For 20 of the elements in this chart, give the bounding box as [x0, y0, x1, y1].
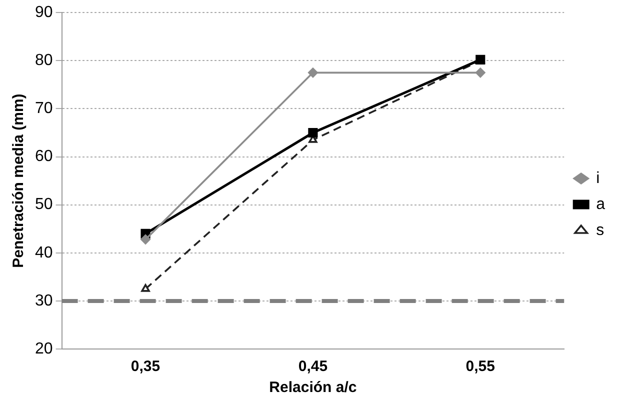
point [308, 68, 318, 78]
y-tick-label: 50 [35, 196, 53, 214]
legend-label: s [596, 222, 604, 239]
x-axis-title: Relación a/c [269, 379, 357, 396]
x-tick-label: 0,35 [130, 358, 160, 376]
y-tick-label: 90 [35, 4, 53, 22]
x-tick-label: 0,45 [298, 358, 328, 376]
y-tick-label: 40 [35, 244, 53, 262]
point [140, 234, 150, 244]
legend-label: a [596, 196, 606, 213]
y-tick-label: 80 [35, 52, 53, 70]
y-tick-label: 20 [35, 340, 53, 358]
point [475, 68, 486, 78]
y-axis-title: Penetración media (mm) [10, 94, 28, 268]
y-tick-label: 30 [35, 292, 53, 310]
y-tick-label: 60 [35, 148, 53, 166]
x-tick-label: 0,55 [466, 358, 495, 376]
legend-label: i [596, 170, 600, 187]
point [308, 128, 318, 138]
y-tick-label: 70 [35, 100, 53, 118]
